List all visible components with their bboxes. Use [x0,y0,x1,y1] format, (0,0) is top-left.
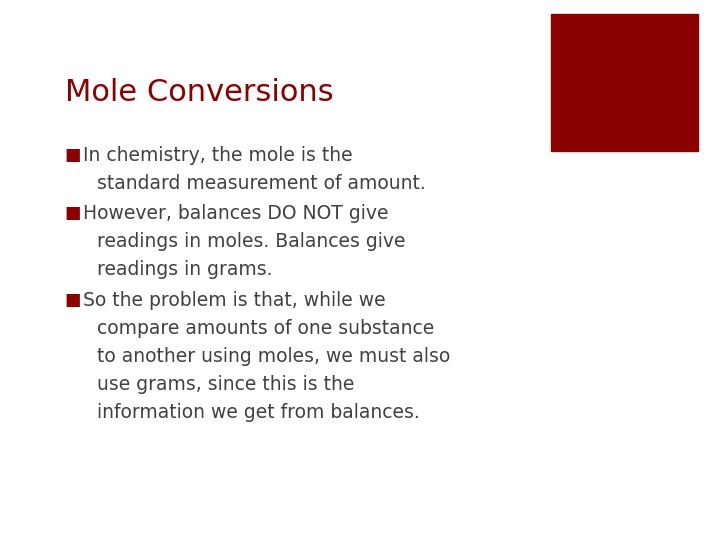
Text: standard measurement of amount.: standard measurement of amount. [97,174,426,193]
Text: to another using moles, we must also: to another using moles, we must also [97,347,451,366]
Text: use grams, since this is the: use grams, since this is the [97,375,354,394]
Text: ■: ■ [65,146,81,164]
Text: compare amounts of one substance: compare amounts of one substance [97,319,434,338]
Text: However, balances DO NOT give: However, balances DO NOT give [83,204,388,223]
Text: Mole Conversions: Mole Conversions [65,78,333,107]
Text: ■: ■ [65,291,81,309]
Text: readings in grams.: readings in grams. [97,260,273,279]
Text: So the problem is that, while we: So the problem is that, while we [83,291,385,310]
Text: In chemistry, the mole is the: In chemistry, the mole is the [83,146,352,165]
Text: information we get from balances.: information we get from balances. [97,403,420,422]
Text: ■: ■ [65,204,81,222]
Text: readings in moles. Balances give: readings in moles. Balances give [97,232,405,251]
